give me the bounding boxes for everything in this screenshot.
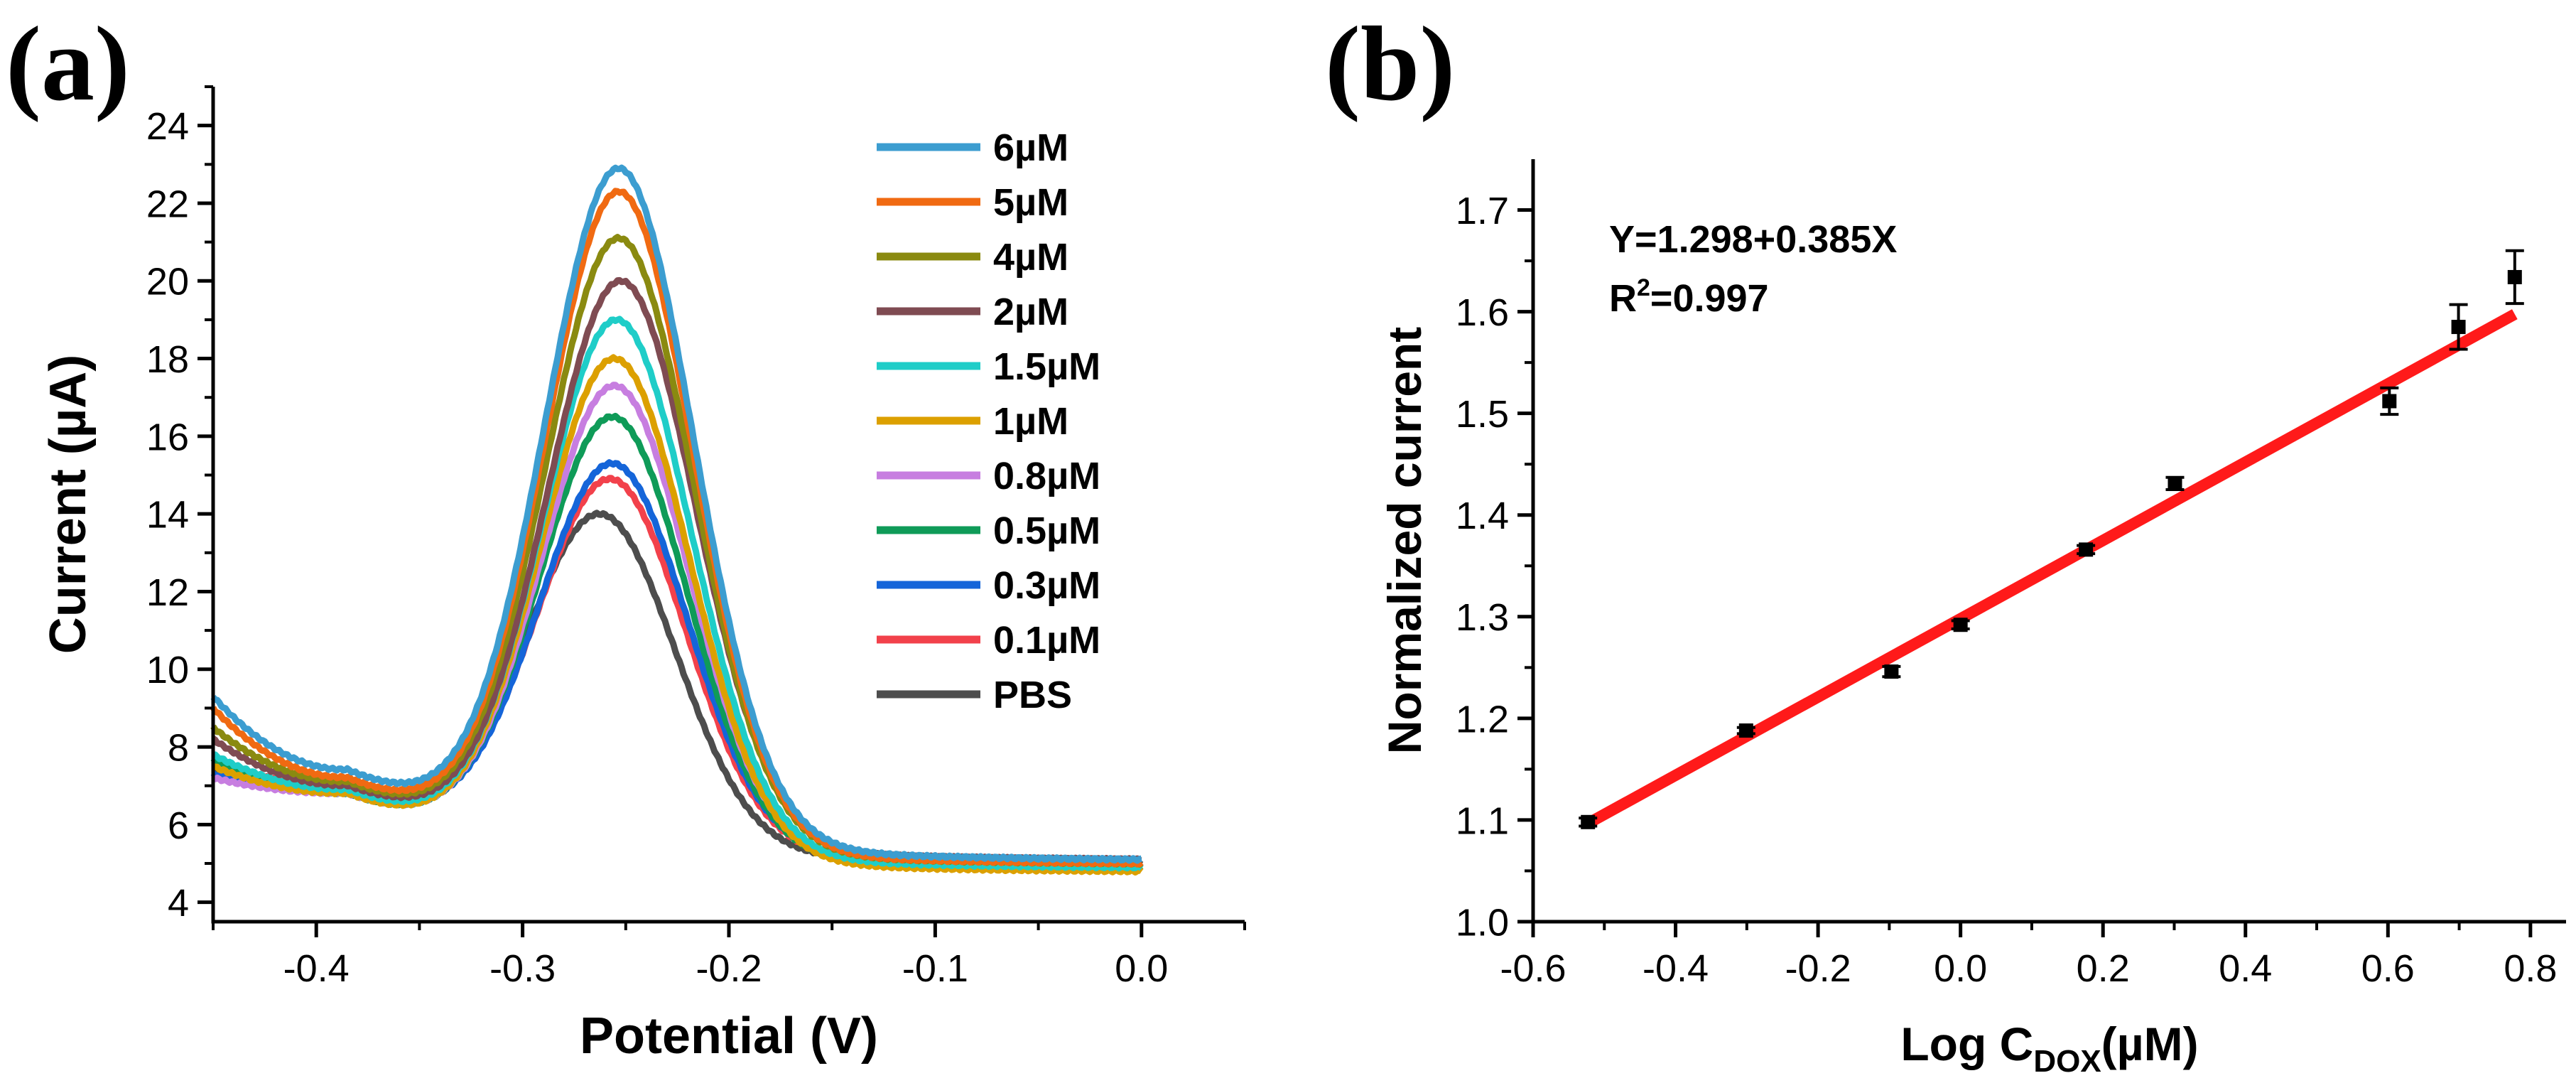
- chart-a-x-axis-title: Potential (V): [580, 1008, 878, 1065]
- chart-b-point: [1953, 618, 1968, 632]
- chart-a-legend-label: 2µM: [993, 291, 1068, 333]
- chart-a-y-tick-label: 6: [168, 804, 189, 847]
- chart-b-x-axis-title-main: Log C: [1900, 1018, 2033, 1070]
- chart-a-legend-label: 0.5µM: [993, 510, 1100, 552]
- chart-b-y-tick-label: 1.6: [1456, 291, 1509, 334]
- chart-b-x-tick-label: -0.4: [1643, 947, 1709, 990]
- chart-b-equation: Y=1.298+0.385X: [1609, 218, 1897, 261]
- chart-a-series-line: [210, 164, 1143, 864]
- chart-a-y-tick-label: 12: [146, 571, 189, 614]
- chart-a-legend: 6µM 5µM 4µM 2µM 1.5µM 1µM 0.8µM 0.5µM 0.3µM 0.1µM…: [877, 126, 1100, 716]
- chart-b-y-axis-title: Normalized current: [1378, 327, 1431, 754]
- chart-a-x-tick-label: -0.2: [696, 947, 762, 990]
- chart-a-legend-label: 1.5µM: [993, 345, 1100, 388]
- chart-b-r-squared-sup: 2: [1637, 274, 1650, 301]
- chart-b-y-tick-label: 1.2: [1456, 698, 1509, 740]
- chart-b-point: [2079, 542, 2094, 557]
- chart-b-x-tick-label: 0.4: [2219, 947, 2272, 990]
- chart-a-y-tick-label: 22: [146, 183, 189, 225]
- panel-label-b: (b): [1325, 5, 1455, 123]
- chart-b-x-axis-title-tail: (µM): [2101, 1018, 2199, 1070]
- chart-b-x-tick-label: -0.6: [1500, 947, 1566, 990]
- chart-a-x-tick-label: -0.3: [489, 947, 556, 990]
- chart-b-y-tick-label: 1.0: [1456, 901, 1509, 944]
- chart-a-y-tick-label: 10: [146, 649, 189, 691]
- chart-b-y-tick-label: 1.1: [1456, 799, 1509, 842]
- chart-a-x-tick-label: -0.1: [902, 947, 968, 990]
- chart-a-y-tick-label: 4: [168, 882, 189, 925]
- chart-b-y-tick-label: 1.3: [1456, 596, 1509, 639]
- chart-a: -0.4 -0.3 -0.2 -0.1 0.0 4 6 8 10 12 14 16 18 20 22 24 P…: [40, 85, 1246, 1065]
- chart-a-y-tick-label: 20: [146, 261, 189, 303]
- chart-b-r-squared-value: =0.997: [1650, 277, 1769, 320]
- chart-b-point: [2382, 394, 2397, 409]
- chart-a-x-tick-label: 0.0: [1115, 947, 1168, 990]
- chart-a-legend-label: 0.3µM: [993, 564, 1100, 607]
- chart-a-ticks: -0.4 -0.3 -0.2 -0.1 0.0 4 6 8 10 12 14 16 18 20 22 24: [146, 85, 1246, 990]
- chart-a-legend-label: 5µM: [993, 181, 1068, 224]
- chart-b-point: [1581, 814, 1596, 829]
- chart-b-point: [1738, 723, 1753, 738]
- chart-b-y-tick-label: 1.7: [1456, 190, 1509, 232]
- chart-a-y-tick-label: 18: [146, 338, 189, 381]
- chart-b-point: [2168, 476, 2182, 491]
- chart-a-y-tick-label: 14: [146, 494, 189, 537]
- chart-b-points: [1579, 249, 2524, 829]
- chart-b-y-tick-label: 1.4: [1456, 495, 1509, 537]
- chart-a-legend-label: 4µM: [993, 236, 1068, 279]
- chart-b-r-squared-prefix: R: [1609, 277, 1637, 320]
- chart-a-legend-label: 0.1µM: [993, 619, 1100, 662]
- chart-a-y-axis-title: Current (µA): [40, 355, 97, 654]
- chart-b-point: [2451, 320, 2466, 335]
- chart-b-x-tick-label: 0.0: [1934, 947, 1987, 990]
- chart-a-y-tick-label: 16: [146, 416, 189, 458]
- chart-a-legend-label: 6µM: [993, 126, 1068, 169]
- chart-b-r-squared: R2=0.997: [1609, 274, 1769, 320]
- chart-a-series-group: [210, 164, 1144, 875]
- chart-b-x-tick-label: 0.6: [2361, 947, 2415, 990]
- chart-b-x-axis-title: Log CDOX(µM): [1900, 1018, 2198, 1079]
- chart-b-x-tick-label: 0.8: [2504, 947, 2557, 990]
- chart-b-ticks: -0.6 -0.4 -0.2 0.0 0.2 0.4 0.6 0.8 1.0 1.1 1.2 1.3 1…: [1456, 190, 2557, 990]
- chart-b-point: [1884, 664, 1899, 679]
- chart-a-legend-label: PBS: [993, 674, 1072, 716]
- chart-a-legend-label: 1µM: [993, 400, 1068, 443]
- chart-b-point: [2507, 269, 2522, 284]
- chart-b-x-axis-title-sub: DOX: [2033, 1044, 2101, 1079]
- chart-b-axes: [1531, 159, 2566, 924]
- chart-a-legend-label: 0.8µM: [993, 455, 1100, 497]
- chart-b-x-tick-label: 0.2: [2077, 947, 2130, 990]
- chart-a-x-tick-label: -0.4: [283, 947, 350, 990]
- chart-b-x-tick-label: -0.2: [1785, 947, 1851, 990]
- chart-b: -0.6 -0.4 -0.2 0.0 0.2 0.4 0.6 0.8 1.0 1.1 1.2 1.3 1…: [1378, 159, 2566, 1079]
- panel-label-a: (a): [6, 5, 130, 123]
- chart-a-y-tick-label: 24: [146, 105, 189, 148]
- chart-a-y-tick-label: 8: [168, 727, 189, 770]
- chart-b-y-tick-label: 1.5: [1456, 393, 1509, 436]
- chart-b-fit-line: [1585, 309, 2518, 829]
